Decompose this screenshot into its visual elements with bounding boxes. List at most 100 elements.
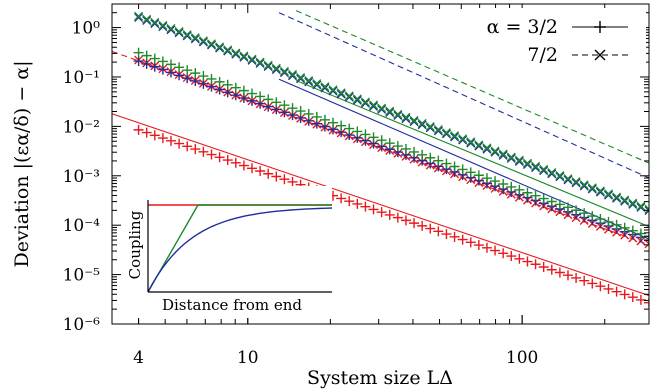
data-point-green-cross	[603, 189, 613, 199]
legend-marker-plus	[594, 21, 606, 33]
y-tick-label: 10⁰	[72, 19, 101, 39]
data-point-red-plus	[473, 240, 484, 251]
data-point-green-plus	[392, 141, 403, 152]
data-point-green-cross	[182, 30, 192, 40]
data-point-green-plus	[230, 82, 241, 93]
data-point-blue-cross	[385, 107, 395, 117]
data-point-blue-cross	[547, 169, 557, 179]
data-point-blue-cross	[198, 37, 208, 47]
data-point-blue-cross	[312, 80, 322, 90]
data-point-blue-cross	[506, 153, 516, 163]
inset-background	[122, 186, 332, 318]
y-tick-label: 10⁻²	[63, 117, 100, 137]
data-point-blue-cross	[352, 95, 362, 105]
data-point-blue-cross	[458, 135, 468, 145]
data-point-blue-cross	[563, 175, 573, 185]
data-point-green-plus	[449, 161, 460, 172]
data-point-green-cross	[150, 17, 160, 27]
data-point-green-cross	[409, 115, 419, 125]
data-point-red-plus	[238, 160, 249, 171]
data-point-green-plus	[619, 222, 630, 233]
inset: Coupling Distance from end	[122, 186, 333, 318]
data-point-blue-cross	[450, 132, 460, 142]
data-point-blue-cross	[255, 58, 265, 68]
data-point-red-plus	[449, 231, 460, 242]
data-point-green-cross	[377, 103, 387, 113]
data-point-blue-cross	[377, 104, 387, 114]
data-point-blue-plus	[133, 56, 144, 67]
data-point-green-cross	[563, 174, 573, 184]
data-point-green-cross	[207, 39, 216, 49]
data-point-blue-cross	[603, 190, 613, 200]
data-point-green-plus	[554, 199, 565, 210]
data-point-blue-cross	[474, 141, 484, 151]
data-point-blue-cross	[587, 184, 597, 194]
data-point-red-plus	[133, 124, 144, 135]
data-point-blue-cross	[482, 144, 492, 154]
data-point-blue-cross	[466, 138, 476, 148]
data-point-red-plus	[336, 193, 347, 204]
data-point-green-plus	[279, 100, 290, 111]
data-point-green-cross	[336, 88, 346, 98]
data-point-blue-cross	[409, 117, 419, 127]
data-point-red-plus	[360, 201, 371, 212]
plot-frame	[111, 3, 650, 325]
data-point-green-plus	[384, 138, 395, 149]
data-point-green-plus	[328, 117, 339, 128]
data-point-red-plus	[441, 229, 452, 240]
y-tick-label: 10⁻³	[63, 167, 100, 187]
data-point-blue-cross	[296, 74, 306, 84]
data-point-green-cross	[174, 27, 184, 36]
data-point-green-cross	[320, 82, 330, 92]
data-point-red-plus	[538, 262, 549, 273]
legend-marker-cross	[594, 49, 606, 61]
data-point-blue-cross	[393, 111, 403, 121]
data-point-green-cross	[369, 100, 379, 110]
data-point-blue-cross	[522, 160, 532, 170]
data-point-red-plus	[190, 144, 201, 155]
data-point-green-cross	[393, 109, 403, 119]
data-point-blue-cross	[571, 178, 581, 188]
data-point-green-plus	[425, 152, 436, 163]
data-point-blue-cross	[182, 31, 192, 41]
data-point-green-plus	[174, 62, 185, 73]
data-point-blue-cross	[531, 163, 541, 173]
data-point-red-plus	[433, 226, 444, 237]
data-point-green-cross	[417, 118, 427, 128]
data-point-blue-cross	[190, 34, 200, 44]
asymptote-line-blue-dashed	[278, 12, 649, 179]
data-point-red-plus	[457, 234, 468, 245]
data-point-green-plus	[149, 53, 160, 64]
data-point-green-plus	[287, 103, 298, 114]
data-point-red-plus	[206, 149, 217, 160]
data-point-red-plus	[619, 289, 630, 300]
y-tick-label: 10⁻⁴	[63, 216, 101, 236]
data-point-green-cross	[498, 149, 508, 159]
data-point-green-plus	[238, 85, 249, 96]
data-point-blue-cross	[247, 55, 257, 65]
data-point-red-plus	[263, 168, 274, 179]
data-point-red-plus	[400, 215, 411, 226]
inset-y-label: Coupling	[126, 210, 144, 279]
data-point-red-plus	[376, 207, 387, 218]
data-point-blue-cross	[328, 86, 338, 96]
data-point-blue-cross	[239, 52, 249, 62]
data-point-green-plus	[141, 50, 152, 61]
data-point-red-plus	[222, 155, 233, 166]
data-point-blue-cross	[628, 199, 638, 209]
legend-label-solid: α = 3/2	[487, 16, 558, 38]
data-point-blue-cross	[271, 65, 281, 75]
data-point-green-cross	[450, 131, 460, 141]
data-point-blue-cross	[360, 98, 370, 108]
data-point-green-plus	[538, 193, 549, 204]
data-point-green-cross	[636, 201, 646, 211]
data-point-green-plus	[522, 187, 533, 198]
data-point-green-cross	[296, 72, 306, 82]
data-point-blue-cross	[620, 196, 630, 206]
data-point-green-plus	[214, 76, 225, 87]
data-point-blue-cross	[231, 49, 241, 59]
data-point-red-plus	[271, 171, 282, 182]
data-point-red-cross	[644, 239, 649, 249]
data-point-green-plus	[562, 202, 573, 213]
data-point-blue-cross	[490, 147, 500, 157]
